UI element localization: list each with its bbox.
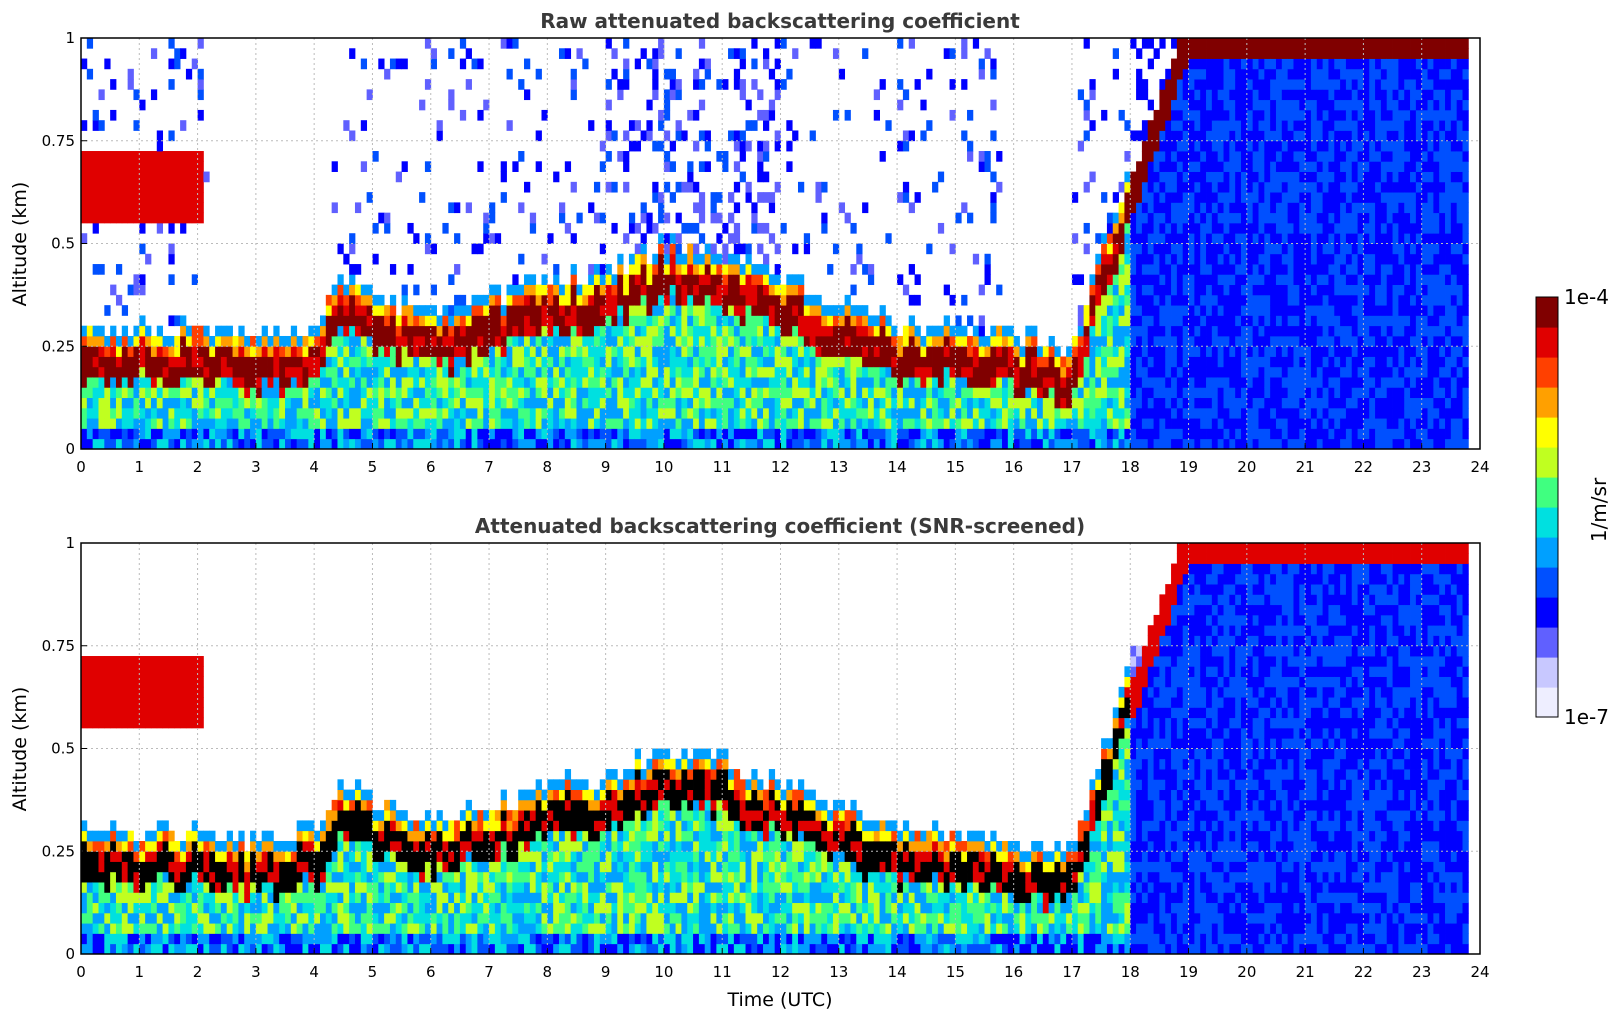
colorbar-min-label: 1e-7 — [1564, 705, 1609, 729]
x-tick-label: 8 — [543, 963, 553, 981]
x-tick-label: 1 — [135, 458, 145, 476]
y-tick-label: 1 — [65, 29, 75, 47]
x-ticks-screened: 0 1 2 3 4 5 6 7 8 9 10 11 12 13 14 15 16 17 18 19 20 21 22 23 24 — [76, 948, 1490, 981]
x-tick-label: 11 — [713, 458, 732, 476]
y-ticks-raw: 0 0.25 0.5 0.75 1 — [42, 29, 87, 458]
x-tick-label: 23 — [1412, 458, 1431, 476]
x-tick-label: 11 — [713, 963, 732, 981]
y-tick-label: 0 — [65, 440, 75, 458]
y-tick-label: 1 — [65, 534, 75, 552]
x-tick-label: 24 — [1470, 458, 1489, 476]
x-tick-label: 22 — [1354, 963, 1373, 981]
x-tick-label: 17 — [1062, 458, 1081, 476]
heatmap-raw — [81, 38, 1469, 449]
y-tick-label: 0.75 — [42, 132, 75, 150]
x-tick-label: 22 — [1354, 458, 1373, 476]
x-tick-label: 19 — [1179, 963, 1198, 981]
colorbar-swatch — [1536, 447, 1558, 478]
colorbar-frame — [1535, 296, 1559, 718]
colorbar-swatch — [1536, 627, 1558, 658]
x-tick-label: 18 — [1121, 458, 1140, 476]
x-tick-label: 6 — [426, 458, 436, 476]
x-tick-label: 23 — [1412, 963, 1431, 981]
colorbar-max-label: 1e-4 — [1564, 285, 1609, 309]
x-tick-label: 0 — [76, 963, 86, 981]
colorbar-swatch — [1536, 597, 1558, 628]
x-axis-label: Time (UTC) — [726, 989, 832, 1011]
colorbar-swatch — [1536, 357, 1558, 388]
y-axis-label-raw: Altitude (km) — [9, 182, 31, 307]
x-tick-label: 21 — [1296, 963, 1315, 981]
y-tick-label: 0 — [65, 945, 75, 963]
colorbar-swatch — [1536, 567, 1558, 598]
colorbar-swatch — [1536, 507, 1558, 538]
y-tick-label: 0.5 — [51, 235, 75, 253]
x-tick-label: 20 — [1237, 458, 1256, 476]
x-tick-label: 3 — [251, 963, 261, 981]
colorbar-swatch — [1536, 477, 1558, 508]
x-tick-label: 5 — [368, 963, 378, 981]
chart-title-raw: Raw attenuated backscattering coefficien… — [540, 9, 1020, 33]
x-tick-label: 19 — [1179, 458, 1198, 476]
x-tick-label: 16 — [1004, 458, 1023, 476]
x-tick-label: 4 — [309, 458, 319, 476]
heatmap-screened — [81, 543, 1469, 954]
x-tick-label: 9 — [601, 963, 611, 981]
x-tick-label: 9 — [601, 458, 611, 476]
y-tick-label: 0.25 — [42, 842, 75, 860]
x-tick-label: 12 — [771, 963, 790, 981]
colorbar-gradient — [1536, 297, 1558, 718]
x-tick-label: 13 — [829, 458, 848, 476]
y-ticks-screened: 0 0.25 0.5 0.75 1 — [42, 534, 87, 963]
colorbar-swatch — [1536, 417, 1558, 448]
y-tick-label: 0.75 — [42, 637, 75, 655]
colorbar-swatch — [1536, 687, 1558, 718]
grid-screened — [81, 543, 1480, 954]
x-tick-label: 14 — [888, 458, 907, 476]
x-tick-label: 7 — [484, 458, 494, 476]
x-tick-label: 5 — [368, 458, 378, 476]
colorbar-swatch — [1536, 387, 1558, 418]
panel-screened: Attenuated backscattering coefficient (S… — [9, 514, 1490, 1011]
chart-title-screened: Attenuated backscattering coefficient (S… — [475, 514, 1085, 538]
x-tick-label: 15 — [946, 963, 965, 981]
grid-raw — [81, 38, 1480, 449]
x-tick-label: 21 — [1296, 458, 1315, 476]
y-tick-label: 0.25 — [42, 337, 75, 355]
colorbar-swatch — [1536, 537, 1558, 568]
x-tick-label: 6 — [426, 963, 436, 981]
colorbar-unit-label: 1/m/sr — [1587, 477, 1611, 542]
x-ticks-raw: 0 1 2 3 4 5 6 7 8 9 10 11 12 13 14 15 16 17 18 19 20 21 22 23 24 — [76, 443, 1490, 476]
x-tick-label: 15 — [946, 458, 965, 476]
panel-raw: Raw attenuated backscattering coefficien… — [9, 9, 1490, 476]
x-tick-label: 8 — [543, 458, 553, 476]
x-tick-label: 14 — [888, 963, 907, 981]
x-tick-label: 10 — [654, 458, 673, 476]
x-tick-label: 16 — [1004, 963, 1023, 981]
x-tick-label: 20 — [1237, 963, 1256, 981]
x-tick-label: 24 — [1470, 963, 1489, 981]
x-tick-label: 13 — [829, 963, 848, 981]
y-tick-label: 0.5 — [51, 740, 75, 758]
x-tick-label: 2 — [193, 963, 203, 981]
colorbar: 1e-4 1e-7 1/m/sr — [1535, 285, 1611, 729]
colorbar-swatch — [1536, 657, 1558, 688]
x-tick-label: 3 — [251, 458, 261, 476]
x-tick-label: 10 — [654, 963, 673, 981]
colorbar-swatch — [1536, 327, 1558, 358]
x-tick-label: 1 — [135, 963, 145, 981]
x-tick-label: 4 — [309, 963, 319, 981]
colorbar-swatch — [1536, 297, 1558, 328]
x-tick-label: 12 — [771, 458, 790, 476]
x-tick-label: 18 — [1121, 963, 1140, 981]
x-tick-label: 17 — [1062, 963, 1081, 981]
x-tick-label: 7 — [484, 963, 494, 981]
x-tick-label: 2 — [193, 458, 203, 476]
x-tick-label: 0 — [76, 458, 86, 476]
y-axis-label-screened: Altitude (km) — [9, 687, 31, 812]
